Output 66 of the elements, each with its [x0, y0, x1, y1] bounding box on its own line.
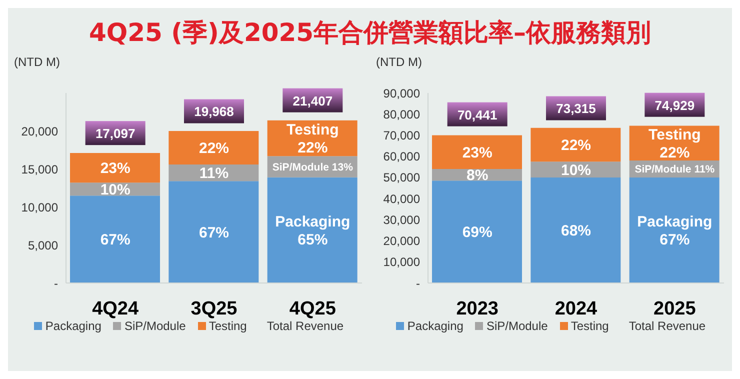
- y-tick-label: 40,000: [383, 192, 420, 206]
- y-tick-label: 20,000: [21, 124, 58, 138]
- bar: [168, 181, 259, 283]
- y-tick-label: 80,000: [383, 107, 420, 122]
- bar: [530, 128, 621, 162]
- legend-label: Testing: [208, 319, 247, 333]
- annotation: 69%: [462, 224, 492, 242]
- legend-label: SiP/Module: [123, 319, 186, 333]
- annotation: SiP/Module 13%: [272, 161, 354, 174]
- annotation: 22%: [560, 136, 592, 154]
- legend-label: Packaging: [406, 319, 464, 333]
- y-tick-label: 50,000: [383, 170, 420, 185]
- annotation: Packaging 67%: [637, 213, 712, 248]
- y-tick-label: 30,000: [383, 212, 420, 227]
- chart-title: 4Q25 (季)及2025年合併營業額比率–依服務類別: [88, 17, 652, 49]
- y-axis-title: (NTD M): [376, 55, 423, 71]
- x-tick-label: 4Q24: [92, 298, 140, 320]
- bar: [267, 177, 358, 283]
- x-tick-label: 4Q25: [289, 298, 336, 320]
- y-tick-label: 70,000: [383, 128, 420, 142]
- annotation: 70,441: [457, 107, 498, 122]
- y-tick-label: 5,000: [28, 238, 58, 252]
- annotation: 67%: [100, 232, 130, 249]
- legend-label: SiP/Module: [485, 319, 548, 333]
- annotation: 8%: [466, 167, 488, 184]
- y-tick-label: 15,000: [21, 162, 58, 176]
- bar: [70, 153, 160, 183]
- legend-label: Packaging: [44, 319, 102, 333]
- x-tick-label: 2025: [654, 298, 696, 320]
- annotation: 17,097: [95, 126, 136, 142]
- y-tick-label: 10,000: [383, 255, 420, 270]
- annotation: SiP/Module 11%: [634, 164, 716, 176]
- bar: [629, 177, 720, 283]
- text: Total Revenue: [628, 319, 706, 333]
- bar: [432, 180, 522, 283]
- y-axis-title: (NTD M): [14, 55, 61, 71]
- annotation: 10%: [560, 162, 592, 179]
- annotation: Packaging 65%: [275, 213, 350, 248]
- annotation: Testing 22%: [648, 126, 701, 162]
- bar: [70, 196, 160, 283]
- annotation: 22%: [198, 140, 230, 157]
- annotation: 11%: [199, 165, 229, 182]
- y-tick-label: -: [416, 276, 420, 290]
- annotation: 68%: [560, 222, 592, 240]
- bar: [432, 135, 522, 169]
- annotation: 74,929: [654, 98, 695, 113]
- x-tick-label: 3Q25: [190, 298, 238, 320]
- bar: [530, 177, 621, 283]
- annotation: 73,315: [556, 101, 596, 116]
- y-tick-label: 20,000: [383, 234, 420, 248]
- x-tick-label: 2023: [456, 298, 498, 320]
- annotation: 23%: [462, 144, 492, 162]
- annotation: 21,407: [292, 93, 333, 108]
- x-tick-label: 2024: [554, 298, 598, 320]
- annotation: 19,968: [194, 104, 234, 120]
- legend-label: Testing: [570, 319, 609, 333]
- annotation: 10%: [100, 181, 130, 198]
- y-tick-label: 10,000: [21, 200, 58, 214]
- annotation: 67%: [198, 224, 230, 242]
- text: Total Revenue: [266, 319, 344, 333]
- bar: [168, 131, 259, 164]
- y-tick-label: -: [54, 276, 58, 290]
- y-tick-label: 60,000: [383, 150, 420, 164]
- annotation: Testing 22%: [286, 121, 339, 156]
- y-tick-label: 90,000: [383, 86, 420, 100]
- annotation: 23%: [100, 160, 130, 178]
